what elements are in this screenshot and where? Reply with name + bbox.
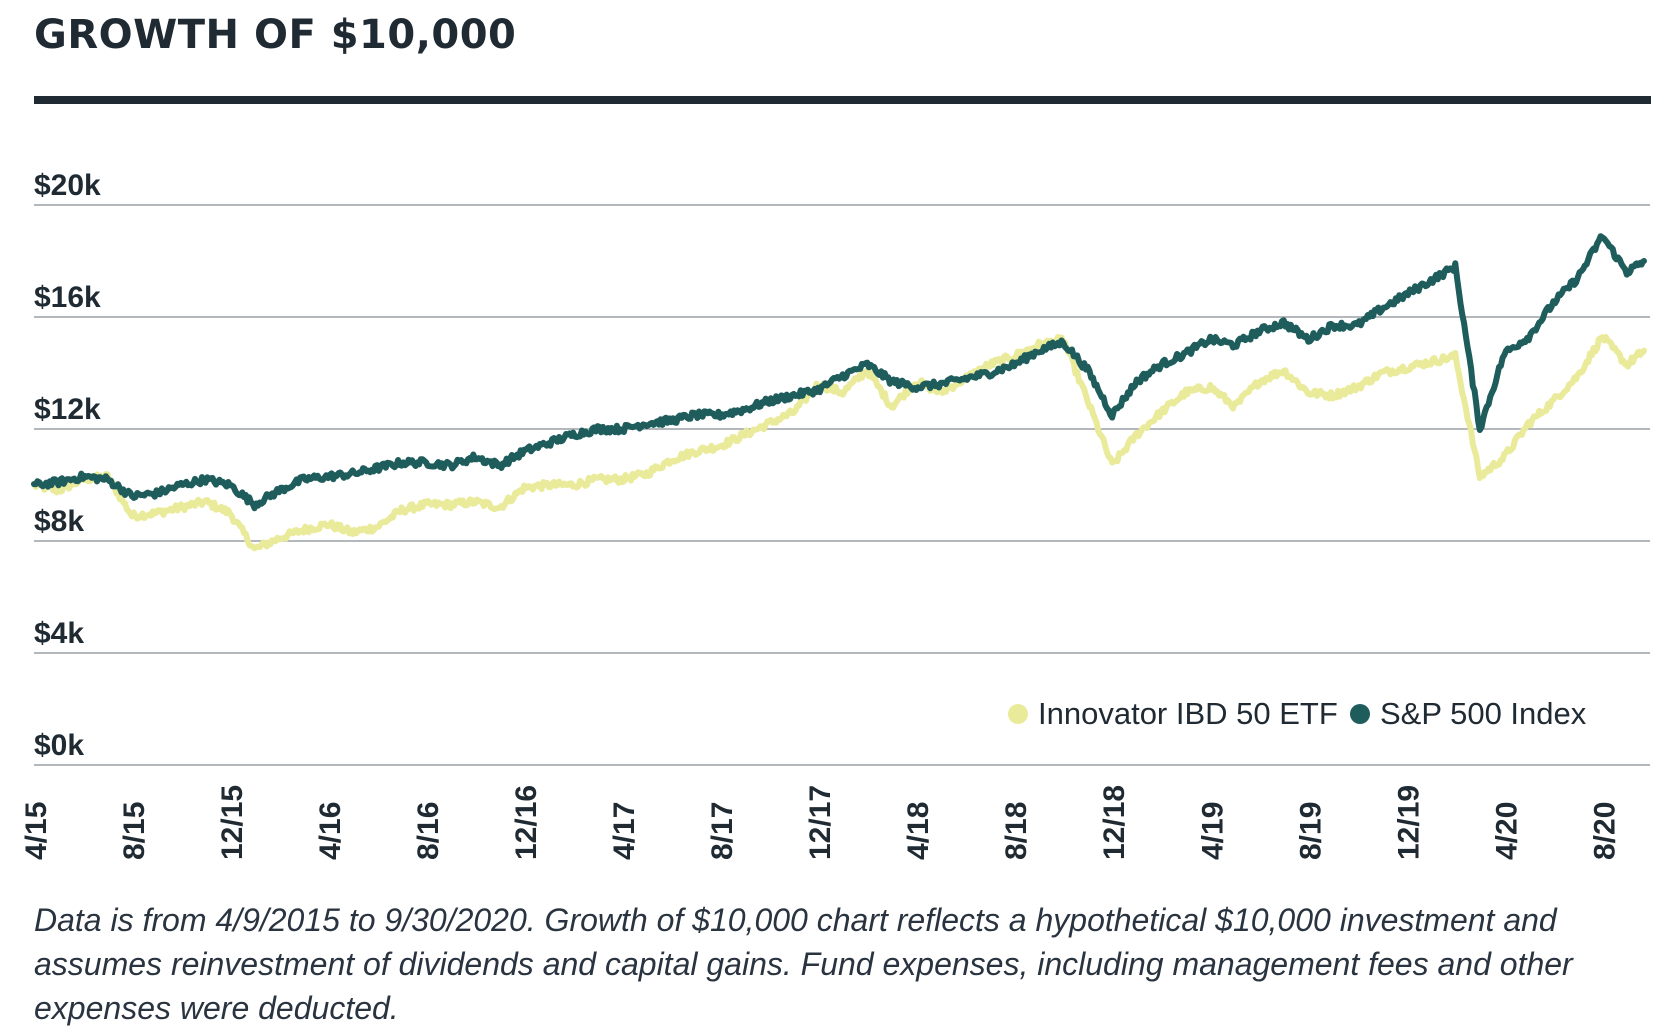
x-tick-label: 4/15 — [20, 802, 53, 860]
x-tick-label: 8/20 — [1588, 802, 1621, 860]
x-tick-label: 4/19 — [1196, 802, 1229, 860]
legend-label: S&P 500 Index — [1380, 696, 1587, 731]
x-tick-label: 8/16 — [412, 802, 445, 860]
x-tick-label: 8/19 — [1294, 802, 1327, 860]
legend-swatch — [1350, 704, 1370, 724]
x-tick-label: 4/17 — [608, 802, 641, 860]
x-tick-label: 4/18 — [902, 802, 935, 860]
x-tick-label: 8/18 — [1000, 802, 1033, 860]
y-tick-label: $20k — [34, 169, 101, 202]
series-line-innovator-ibd-50-etf — [31, 334, 1647, 552]
x-axis-labels: 4/15 8/15 12/15 4/16 8/16 12/16 4/17 8/17 12/17 4… — [20, 785, 1621, 860]
legend: Innovator IBD 50 ETF S&P 500 Index — [1008, 696, 1587, 731]
legend-swatch — [1008, 704, 1028, 724]
x-tick-label: 12/18 — [1098, 785, 1131, 860]
y-tick-label: $16k — [34, 281, 101, 314]
gridlines — [34, 204, 1650, 766]
y-tick-label: $4k — [34, 617, 84, 650]
y-axis-labels: $0k $4k $8k $12k $16k $20k — [34, 169, 101, 762]
x-tick-label: 8/15 — [118, 802, 151, 860]
y-tick-label: $8k — [34, 505, 84, 538]
x-tick-label: 4/16 — [314, 802, 347, 860]
x-tick-label: 4/20 — [1490, 802, 1523, 860]
series-lines — [31, 233, 1647, 552]
y-tick-label: $12k — [34, 393, 101, 426]
x-tick-label: 12/17 — [804, 785, 837, 860]
title-divider — [34, 96, 1651, 104]
growth-chart: $0k $4k $8k $12k $16k $20k 4/15 8/15 12/15 4/16 8… — [20, 169, 1650, 860]
chart-title: GROWTH OF $10,000 — [34, 12, 517, 58]
x-tick-label: 8/17 — [706, 802, 739, 860]
x-tick-label: 12/15 — [216, 785, 249, 860]
x-tick-label: 12/19 — [1392, 785, 1425, 860]
chart-caption: Data is from 4/9/2015 to 9/30/2020. Grow… — [34, 902, 1573, 1026]
series-line-sp-500-index — [31, 233, 1647, 512]
y-tick-label: $0k — [34, 729, 84, 762]
legend-label: Innovator IBD 50 ETF — [1038, 696, 1338, 731]
x-tick-label: 12/16 — [510, 785, 543, 860]
